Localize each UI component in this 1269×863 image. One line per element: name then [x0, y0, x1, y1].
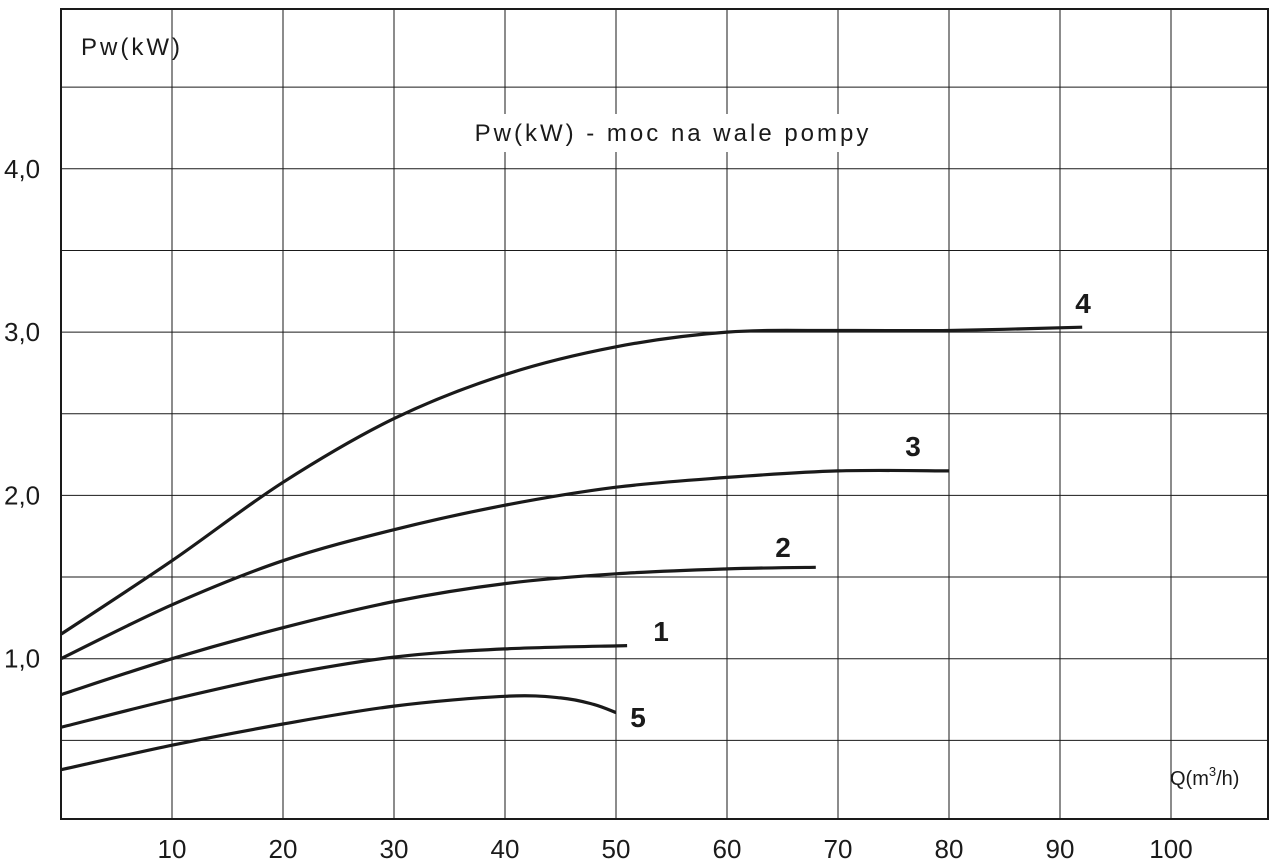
- x-axis-label-prefix: Q(m: [1170, 768, 1209, 790]
- series-label-5: 5: [630, 702, 646, 733]
- x-axis-label-sup: 3: [1209, 764, 1216, 779]
- series-label-4: 4: [1075, 288, 1091, 319]
- y-axis-label: Pw(kW): [81, 34, 183, 61]
- y-tick-label: 3,0: [4, 317, 40, 347]
- x-tick-label: 60: [713, 834, 742, 863]
- series-group: [60, 325, 1083, 772]
- x-tick-labels: 10 20 30 40 50 60 70 80 90 100: [158, 834, 1193, 863]
- title-background: [415, 114, 935, 152]
- x-tick-label: 90: [1046, 834, 1075, 863]
- y-tick-label: 1,0: [4, 644, 40, 674]
- x-tick-label: 70: [824, 834, 853, 863]
- series-label-2: 2: [775, 532, 791, 563]
- x-tick-label: 30: [380, 834, 409, 863]
- x-axis-label-suffix: /h): [1216, 768, 1239, 790]
- x-tick-label: 10: [158, 834, 187, 863]
- x-tick-label: 40: [491, 834, 520, 863]
- series-line-3: [60, 468, 950, 661]
- y-tick-label: 4,0: [4, 154, 40, 184]
- series-label-3: 3: [905, 431, 921, 462]
- series-line-1: [60, 644, 628, 729]
- series-line-4: [60, 325, 1083, 636]
- x-tick-label: 50: [602, 834, 631, 863]
- chart-title: Pw(kW) - moc na wale pompy: [475, 120, 872, 147]
- series-labels: 4 3 2 1 5: [630, 288, 1091, 733]
- series-label-1: 1: [653, 616, 669, 647]
- series-line-5: [60, 694, 617, 772]
- x-tick-label: 20: [269, 834, 298, 863]
- x-axis-label: Q(m3/h): [1170, 764, 1239, 790]
- x-tick-label: 100: [1149, 834, 1192, 863]
- plot-frame: [60, 8, 1269, 820]
- y-tick-labels: 1,0 2,0 3,0 4,0: [4, 154, 40, 674]
- y-tick-label: 2,0: [4, 480, 40, 510]
- series-line-2: [60, 565, 816, 697]
- x-tick-label: 80: [935, 834, 964, 863]
